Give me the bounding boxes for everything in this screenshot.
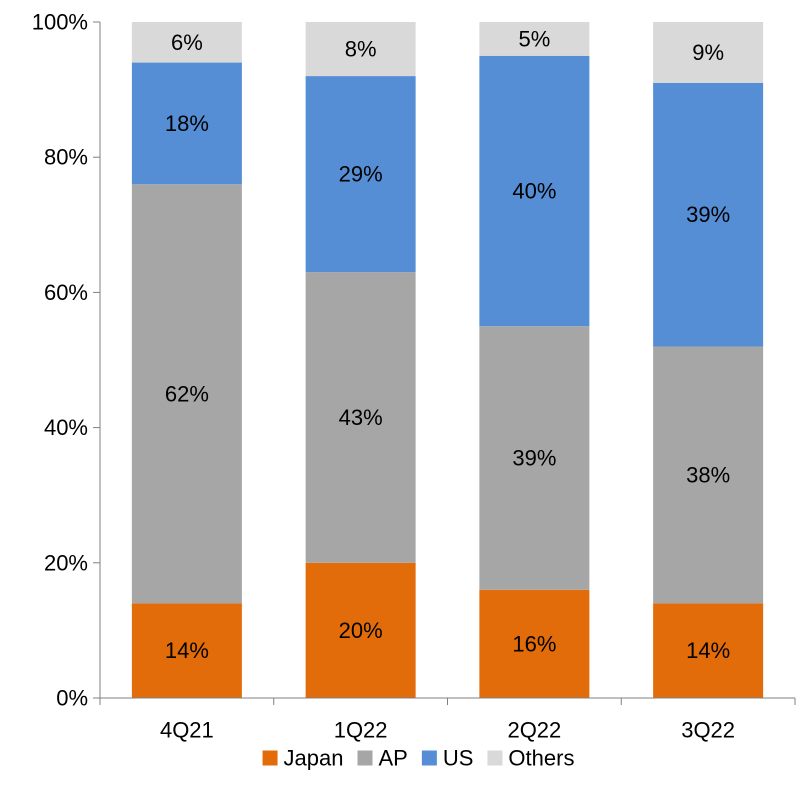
y-tick-label: 60% (44, 280, 88, 305)
y-tick-label: 0% (56, 686, 88, 711)
legend-label-ap: AP (379, 746, 408, 771)
x-tick-label: 2Q22 (507, 718, 561, 743)
data-label-japan-1q22: 20% (339, 618, 383, 643)
data-label-us-4q21: 18% (165, 111, 209, 136)
legend-swatch-ap (357, 750, 373, 766)
bar-segment-japan-3q22 (653, 603, 764, 698)
bar-segment-others-3q22 (653, 22, 764, 83)
data-label-japan-2q22: 16% (512, 631, 556, 656)
data-label-others-3q22: 9% (692, 40, 724, 65)
data-label-japan-4q21: 14% (165, 638, 209, 663)
bar-segment-japan-2q22 (479, 589, 590, 698)
bar-segment-us-1q22 (305, 76, 416, 273)
data-label-ap-3q22: 38% (686, 462, 730, 487)
y-tick-label: 80% (44, 145, 88, 170)
data-label-us-3q22: 39% (686, 202, 730, 227)
legend-swatch-others (487, 750, 503, 766)
data-label-japan-3q22: 14% (686, 638, 730, 663)
data-label-ap-4q21: 62% (165, 381, 209, 406)
data-label-ap-1q22: 43% (339, 405, 383, 430)
bar-segment-others-1q22 (305, 22, 416, 77)
bar-segment-ap-1q22 (305, 272, 416, 563)
legend-label-us: US (443, 746, 474, 771)
legend-label-japan: Japan (284, 746, 344, 771)
y-tick-label: 100% (32, 10, 88, 35)
data-label-others-1q22: 8% (345, 37, 377, 62)
bar-segment-ap-4q21 (131, 184, 242, 604)
y-tick-label: 20% (44, 550, 88, 575)
bar-segment-us-2q22 (479, 55, 590, 327)
data-label-others-4q21: 6% (171, 30, 203, 55)
data-label-us-2q22: 40% (512, 179, 556, 204)
bar-segment-japan-4q21 (131, 603, 242, 698)
y-tick-label: 40% (44, 415, 88, 440)
data-label-others-2q22: 5% (518, 26, 550, 51)
legend-swatch-us (421, 750, 437, 766)
bar-segment-japan-1q22 (305, 562, 416, 698)
bar-segment-others-4q21 (131, 22, 242, 63)
data-label-us-1q22: 29% (339, 162, 383, 187)
legend-label-others: Others (508, 746, 574, 771)
legend-swatch-japan (262, 750, 278, 766)
bar-segment-us-3q22 (653, 82, 764, 347)
data-label-ap-2q22: 39% (512, 446, 556, 471)
bar-segment-us-4q21 (131, 62, 242, 185)
bar-segment-ap-3q22 (653, 346, 764, 604)
bar-segment-ap-2q22 (479, 326, 590, 590)
bar-segment-others-2q22 (479, 22, 590, 56)
x-tick-label: 4Q21 (160, 718, 214, 743)
x-tick-label: 1Q22 (334, 718, 388, 743)
x-tick-label: 3Q22 (681, 718, 735, 743)
